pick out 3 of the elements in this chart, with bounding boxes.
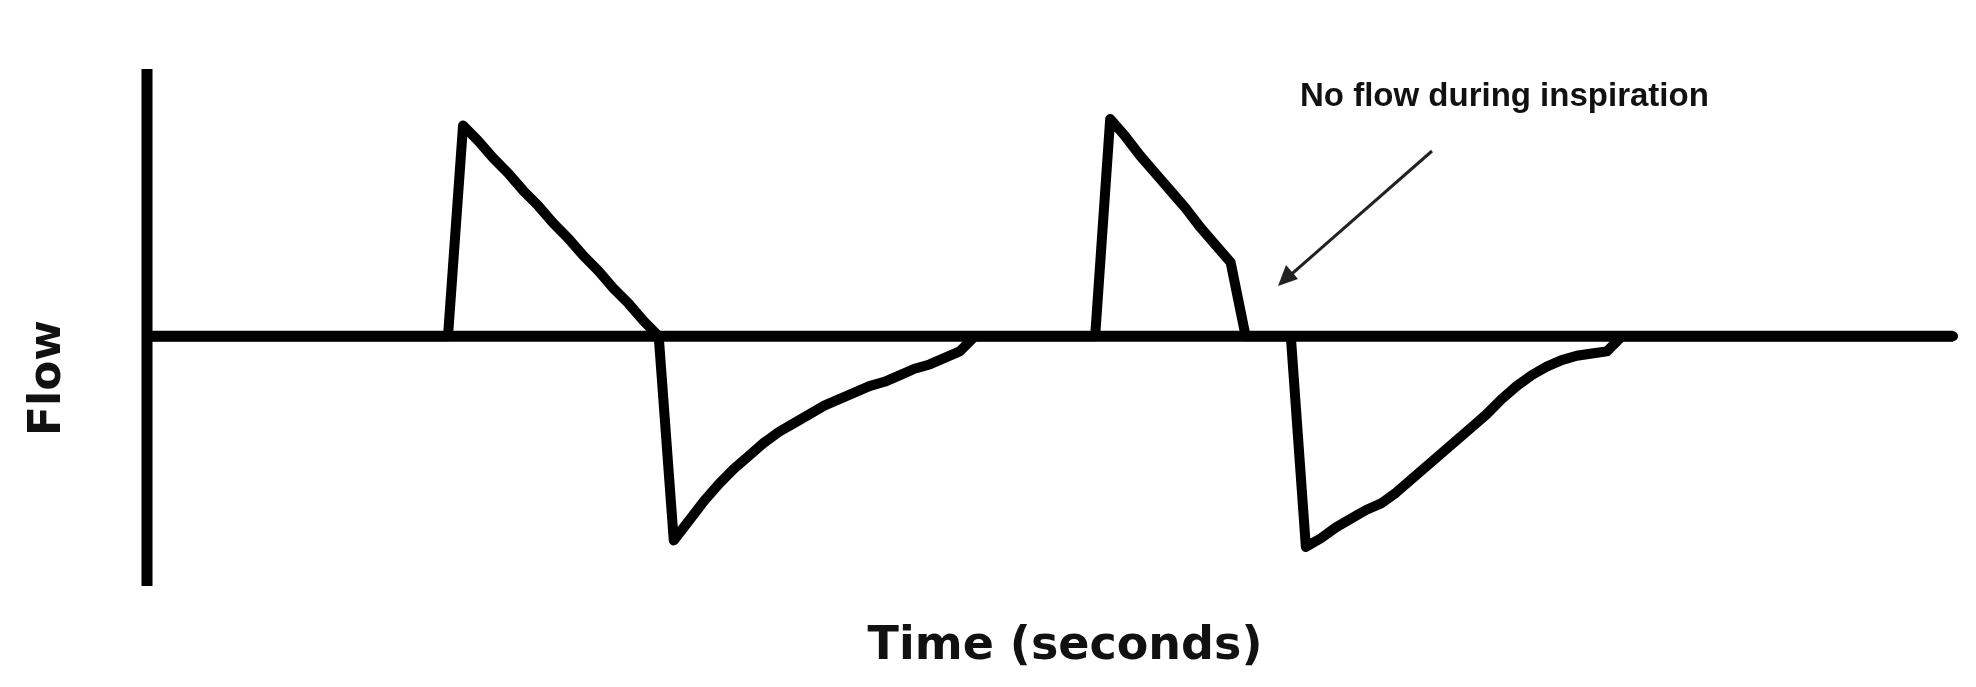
x-axis-title: Time (seconds) (867, 616, 1263, 670)
text: No flow during inspiration (1300, 76, 1709, 114)
y-axis-title: Flow (18, 319, 70, 437)
